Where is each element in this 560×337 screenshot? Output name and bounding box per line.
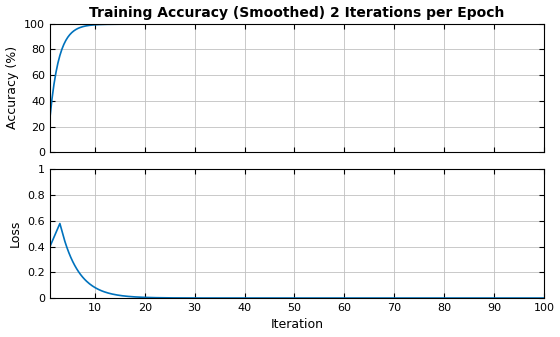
Y-axis label: Loss: Loss xyxy=(9,220,22,247)
Y-axis label: Accuracy (%): Accuracy (%) xyxy=(6,46,18,129)
Title: Training Accuracy (Smoothed) 2 Iterations per Epoch: Training Accuracy (Smoothed) 2 Iteration… xyxy=(89,5,505,20)
X-axis label: Iteration: Iteration xyxy=(270,318,324,332)
